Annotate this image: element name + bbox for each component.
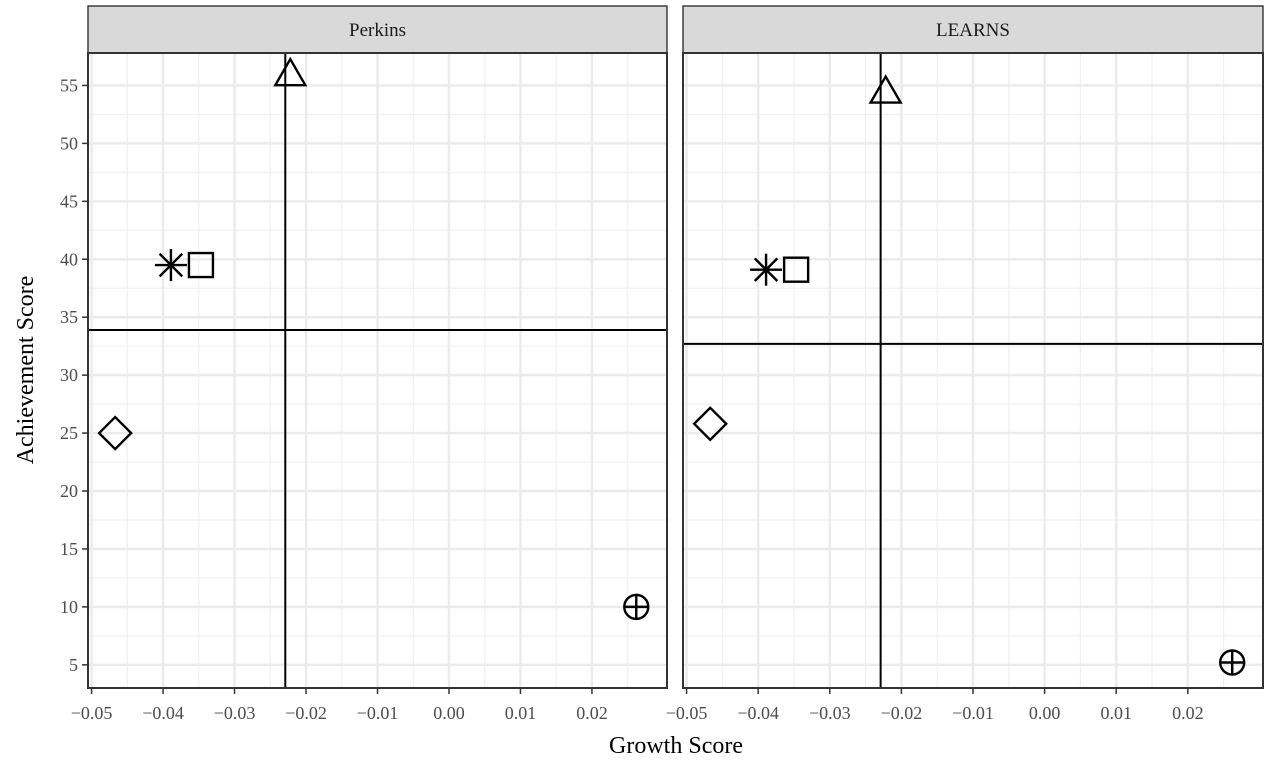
panel-learns: LEARNS −0.05 −0.04 −0.03 −0.02 −0.01 0.00 0.01 0… bbox=[666, 5, 1264, 723]
point-square bbox=[187, 251, 215, 279]
x-tick-label: −0.01 bbox=[357, 703, 399, 723]
y-tick-label: 30 bbox=[60, 365, 78, 385]
facet-strip bbox=[682, 5, 1264, 54]
x-tick-label: −0.05 bbox=[71, 703, 113, 723]
point-circle-plus bbox=[1219, 649, 1246, 676]
x-tick-label: 0.00 bbox=[433, 703, 465, 723]
y-tick-label: 45 bbox=[60, 191, 78, 211]
y-tick-label: 25 bbox=[60, 423, 78, 443]
square-marker bbox=[187, 251, 215, 279]
triangle-marker bbox=[868, 74, 903, 104]
point-square bbox=[782, 256, 810, 283]
point-circle-plus bbox=[623, 593, 650, 621]
x-tick-label: 0.01 bbox=[505, 703, 537, 723]
x-tick-label: 0.02 bbox=[576, 703, 608, 723]
panels-layer: Perkins −0.05 −0.04 −0.03 −0.02 −0.01 0.00 0.01… bbox=[60, 5, 1264, 723]
x-tick-label: −0.04 bbox=[737, 703, 779, 723]
x-tick-label: −0.01 bbox=[952, 703, 994, 723]
y-tick-label: 55 bbox=[60, 75, 78, 95]
x-tick-label: −0.04 bbox=[142, 703, 184, 723]
facet-label: LEARNS bbox=[936, 20, 1010, 41]
y-tick-label: 5 bbox=[69, 655, 78, 675]
point-triangle bbox=[273, 56, 308, 87]
y-tick-label: 40 bbox=[60, 249, 78, 269]
y-tick-label: 15 bbox=[60, 539, 78, 559]
point-asterisk bbox=[154, 249, 187, 282]
y-tick-label: 35 bbox=[60, 307, 78, 327]
panel-perkins: Perkins −0.05 −0.04 −0.03 −0.02 −0.01 0.00 0.01… bbox=[60, 5, 668, 723]
point-diamond bbox=[692, 406, 728, 442]
x-tick-label: 0.02 bbox=[1172, 703, 1204, 723]
x-tick-label: −0.05 bbox=[666, 703, 708, 723]
diamond-marker bbox=[97, 415, 133, 451]
facet-strip bbox=[87, 5, 668, 54]
x-axis-title: Growth Score bbox=[609, 733, 743, 759]
x-tick-label: −0.02 bbox=[881, 703, 923, 723]
y-axis-title: Achievement Score bbox=[13, 276, 39, 465]
x-tick-label: 0.00 bbox=[1029, 703, 1061, 723]
x-tick-label: −0.02 bbox=[285, 703, 327, 723]
x-tick-label: 0.01 bbox=[1100, 703, 1132, 723]
square-marker bbox=[782, 256, 810, 283]
x-tick-label: −0.03 bbox=[214, 703, 256, 723]
point-diamond bbox=[97, 415, 133, 451]
y-tick-label: 10 bbox=[60, 597, 78, 617]
triangle-marker bbox=[273, 56, 308, 87]
x-tick-label: −0.03 bbox=[809, 703, 851, 723]
y-tick-label: 20 bbox=[60, 481, 78, 501]
asterisk-stroke bbox=[753, 257, 779, 282]
diamond-marker bbox=[692, 406, 728, 442]
y-tick-label: 50 bbox=[60, 133, 78, 153]
facet-label: Perkins bbox=[349, 20, 406, 41]
point-asterisk bbox=[750, 253, 783, 286]
asterisk-stroke bbox=[158, 252, 184, 278]
point-triangle bbox=[868, 74, 903, 104]
